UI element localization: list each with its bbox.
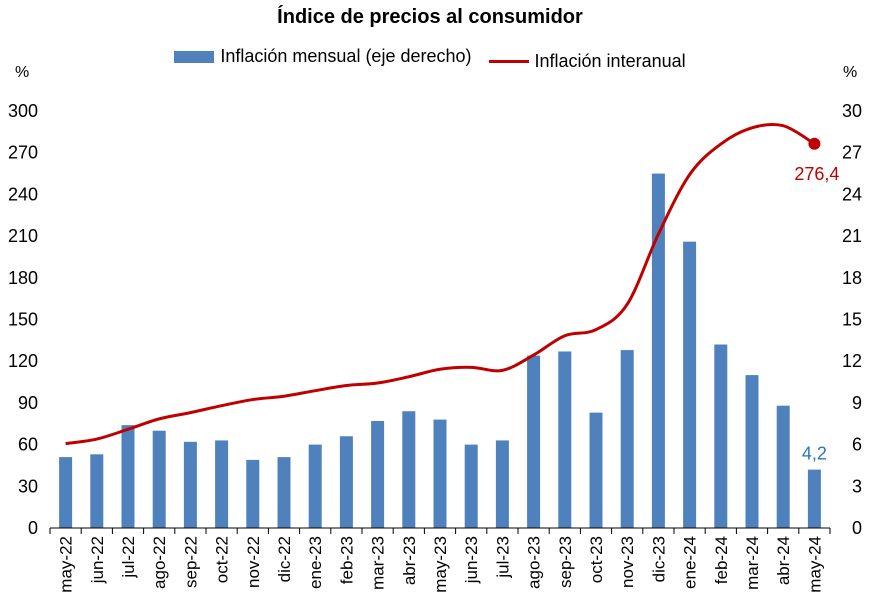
right-tick-label: 21	[842, 226, 862, 246]
x-tick-label: nov-22	[244, 536, 263, 588]
chart-title: Índice de precios al consumidor	[277, 6, 583, 28]
x-tick-label: abr-24	[774, 536, 793, 585]
line-series-annual	[65, 122, 821, 446]
legend-item-annual: Inflación interanual	[488, 50, 686, 72]
bar-sep-23	[558, 351, 572, 528]
annual-inflation-line	[65, 122, 816, 446]
left-tick-label: 300	[8, 101, 38, 121]
last-point-marker	[808, 137, 821, 150]
right-tick-label: 12	[842, 351, 862, 371]
monthly-value-label: 4,2	[802, 444, 827, 464]
bar-series-monthly	[59, 173, 821, 529]
left-tick-label: 150	[8, 310, 38, 330]
right-tick-label: 30	[842, 101, 862, 121]
bar-jun-22	[90, 454, 104, 528]
x-tick-label: ago-23	[525, 536, 544, 589]
bar-feb-24	[714, 344, 728, 528]
legend-label-annual: Inflación interanual	[534, 50, 686, 71]
bar-may-24	[807, 469, 821, 528]
x-tick-label: may-24	[805, 536, 824, 593]
tick-labels: 0 30 60 90 120 150 180 210 240 270 300 0 3 6 9 12 15 18 21…	[8, 101, 862, 593]
x-tick-label: ene-23	[306, 536, 325, 589]
left-tick-label: 180	[8, 268, 38, 288]
left-tick-label: 120	[8, 351, 38, 371]
bar-dic-23	[651, 173, 665, 529]
right-tick-label: 9	[852, 393, 862, 413]
x-tick-label: dic-23	[649, 536, 668, 582]
bar-ene-24	[683, 241, 697, 528]
right-tick-label: 6	[852, 435, 862, 455]
annotations: 276,4 4,2	[794, 164, 839, 464]
x-tick-label: oct-23	[587, 536, 606, 583]
bar-ago-23	[527, 355, 541, 528]
annual-value-label: 276,4	[794, 164, 839, 184]
x-tick-label: jun-23	[462, 536, 481, 584]
x-tick-label: mar-23	[369, 536, 388, 590]
left-tick-label: 30	[18, 476, 38, 496]
x-tick-label: nov-23	[618, 536, 637, 588]
x-tick-label: oct-22	[213, 536, 232, 583]
axes	[49, 527, 831, 534]
bar-dic-22	[277, 457, 291, 528]
right-tick-label: 15	[842, 310, 862, 330]
left-tick-label: 240	[8, 184, 38, 204]
x-tick-label: ago-22	[150, 536, 169, 589]
x-tick-label: may-22	[57, 536, 76, 593]
right-tick-label: 18	[842, 268, 862, 288]
bar-sep-22	[183, 441, 197, 528]
left-tick-label: 90	[18, 393, 38, 413]
legend-item-monthly: Inflación mensual (eje derecho)	[174, 46, 472, 67]
bar-abr-23	[402, 411, 416, 528]
bar-may-22	[59, 457, 73, 528]
bar-may-23	[433, 419, 447, 528]
bar-abr-24	[776, 405, 790, 528]
x-tick-label: mar-24	[743, 536, 762, 590]
bar-ene-23	[308, 444, 322, 528]
left-tick-label: 210	[8, 226, 38, 246]
right-tick-label: 0	[852, 518, 862, 538]
bar-nov-23	[620, 350, 634, 528]
bar-mar-23	[371, 420, 385, 528]
x-tick-label: jun-22	[88, 536, 107, 584]
bar-oct-22	[215, 440, 229, 528]
legend-bar-swatch	[174, 50, 215, 63]
left-tick-label: 0	[28, 518, 38, 538]
x-tick-label: abr-23	[400, 536, 419, 585]
x-tick-label: ene-24	[681, 536, 700, 589]
x-tick-label: feb-24	[712, 536, 731, 584]
bar-nov-22	[246, 459, 260, 528]
legend-line-swatch	[488, 59, 529, 63]
left-tick-label: 60	[18, 435, 38, 455]
right-tick-label: 24	[842, 184, 862, 204]
bar-jun-23	[464, 444, 478, 528]
legend-label-monthly: Inflación mensual (eje derecho)	[220, 46, 472, 66]
x-tick-label: jul-22	[119, 536, 138, 579]
left-tick-label: 270	[8, 143, 38, 163]
right-axis-unit: %	[843, 64, 858, 81]
x-tick-label: sep-23	[556, 536, 575, 588]
bar-oct-23	[589, 412, 603, 528]
bar-feb-23	[339, 436, 353, 528]
x-tick-label: may-23	[431, 536, 450, 593]
right-tick-label: 27	[842, 143, 862, 163]
x-tick-label: feb-23	[337, 536, 356, 584]
legend: Inflación mensual (eje derecho) Inflació…	[0, 46, 860, 72]
right-tick-label: 3	[852, 476, 862, 496]
bar-mar-24	[745, 375, 759, 528]
bar-jul-22	[121, 425, 135, 528]
x-tick-label: dic-22	[275, 536, 294, 582]
bar-ago-22	[152, 430, 166, 528]
bar-jul-23	[495, 440, 509, 528]
x-tick-label: jul-23	[493, 536, 512, 579]
x-tick-label: sep-22	[181, 536, 200, 588]
left-axis-unit: %	[15, 64, 30, 81]
